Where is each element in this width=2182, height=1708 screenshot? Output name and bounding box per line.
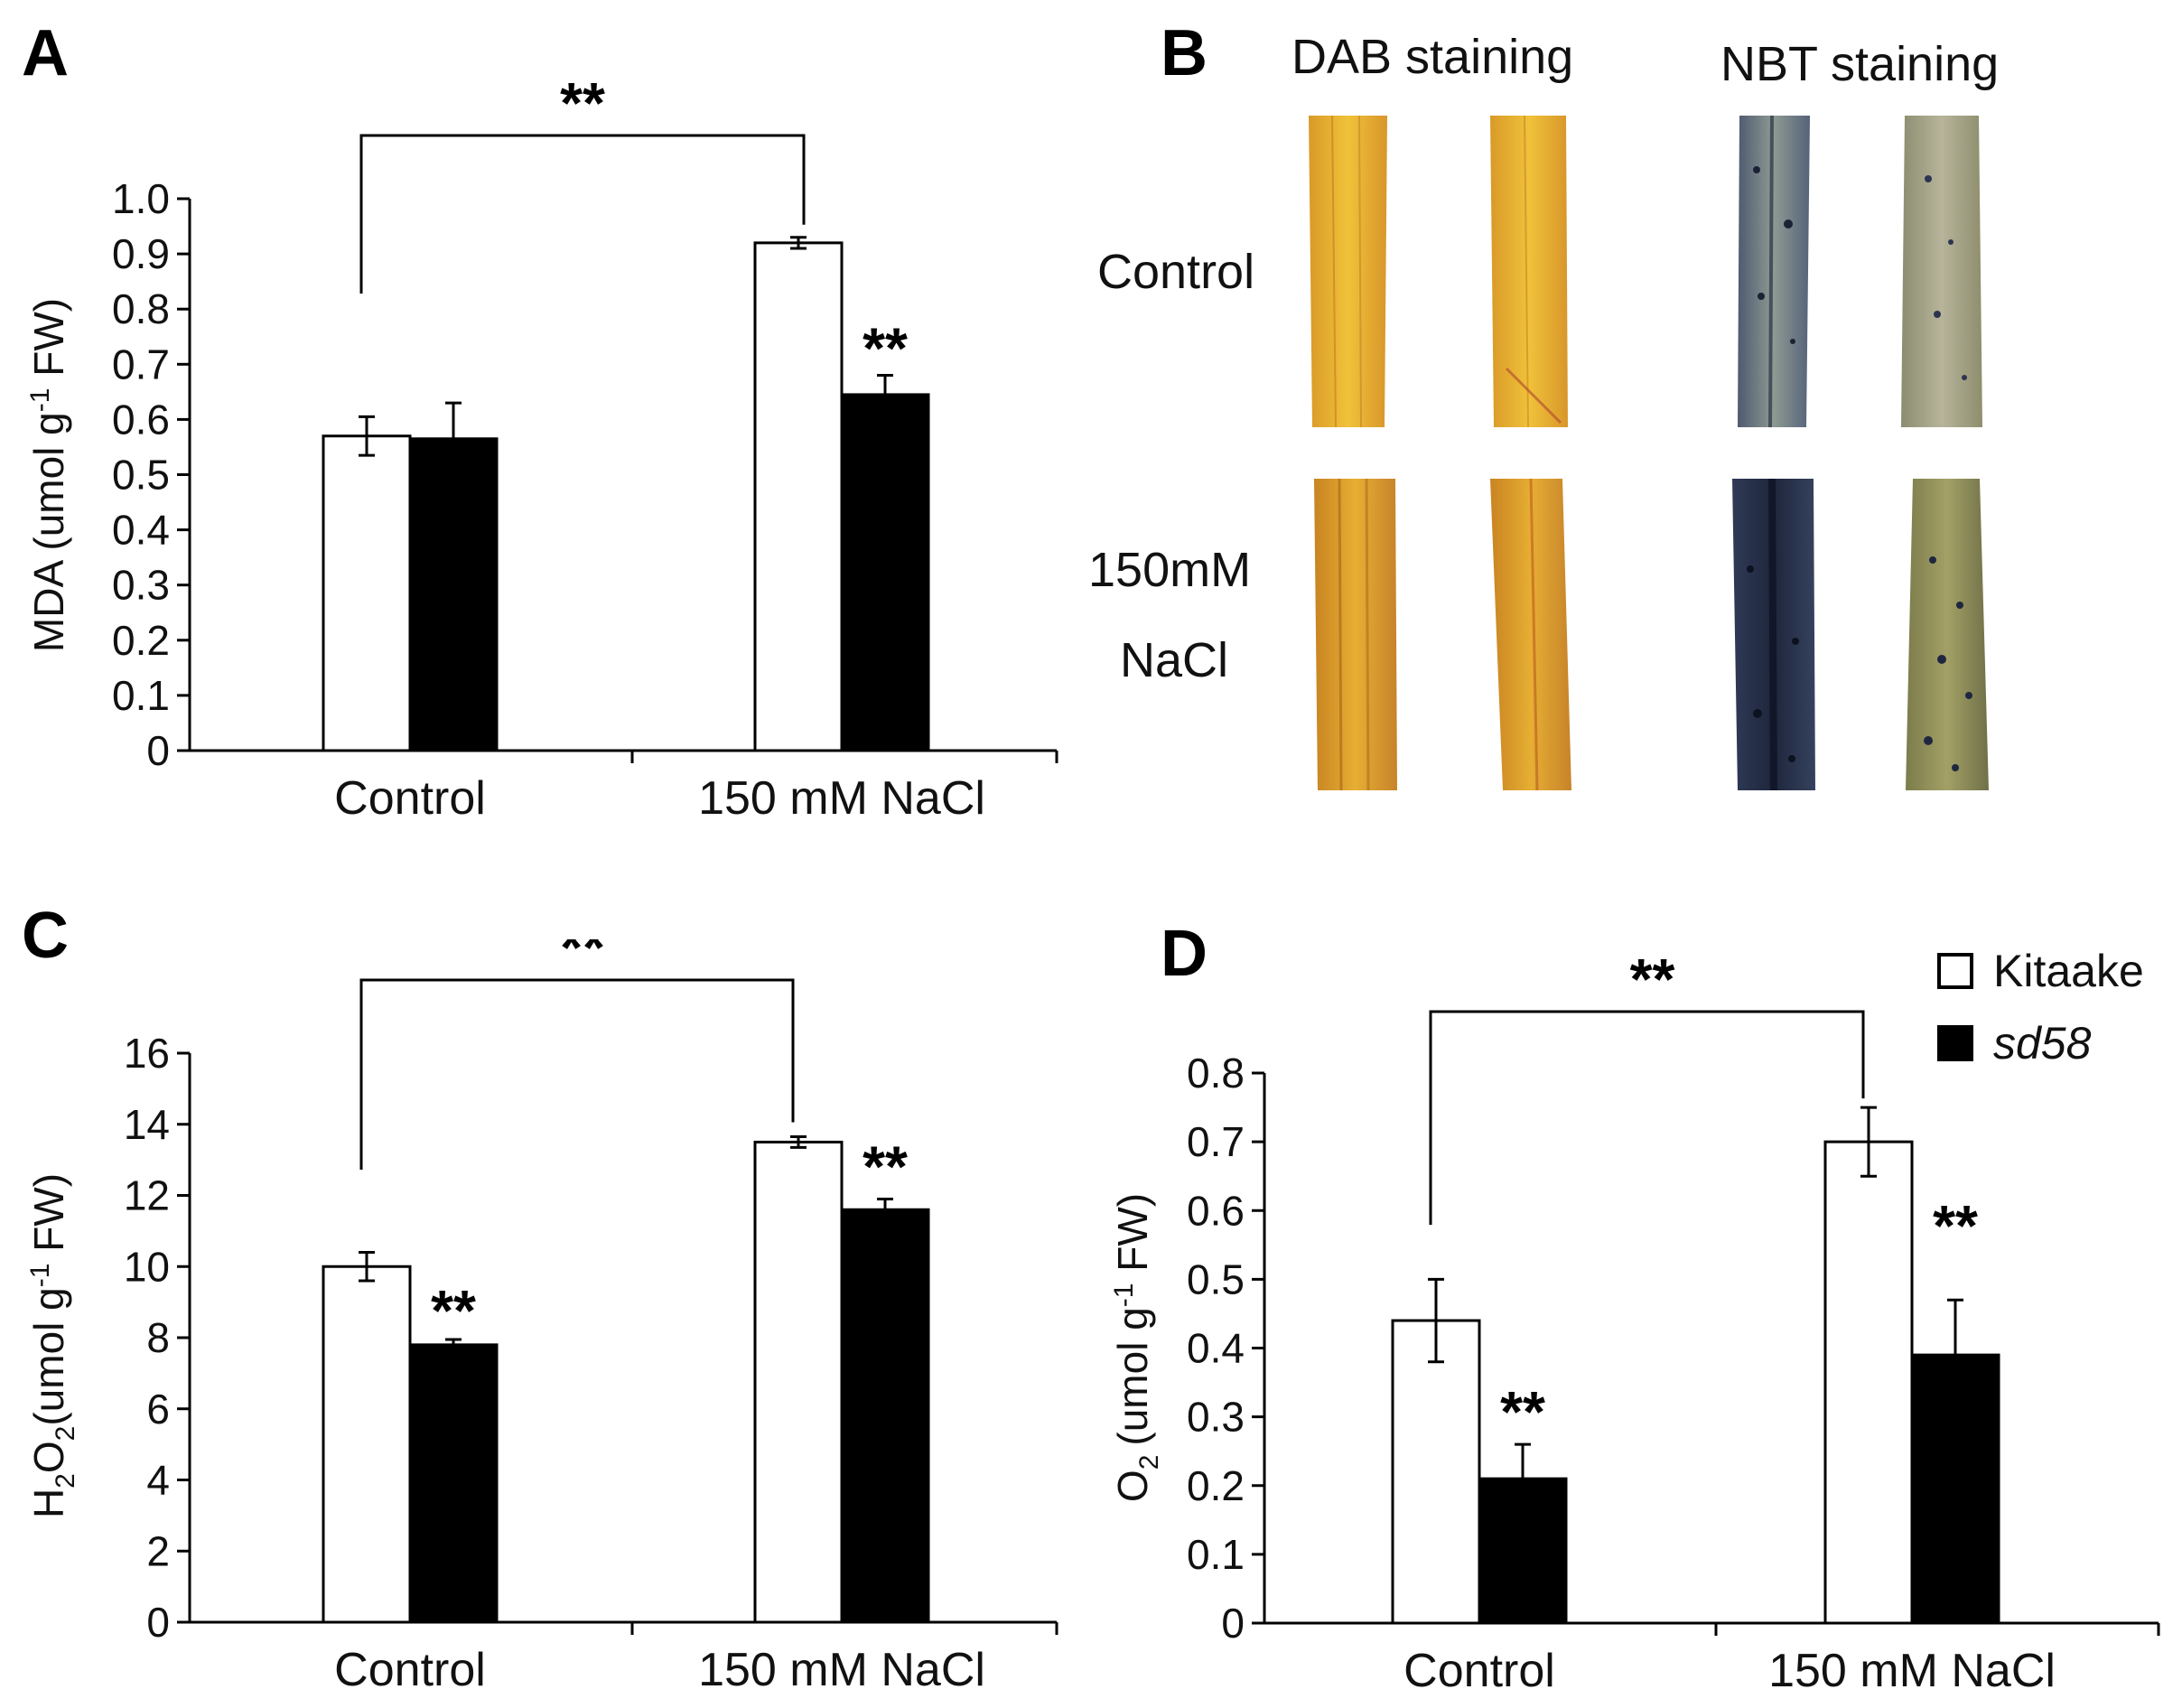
stain-header-nbt: NBT staining [1720,37,2000,91]
chart-a-category-label: Control [334,772,486,825]
chart-c-y-tick-label: 14 [124,1101,170,1148]
chart-a-bar-kitaake [322,434,412,752]
chart-superoxide: 0 0.1 0.2 0.3 0.4 0.5 0.6 0.7 0.8 Control 150 mM N… [1111,947,2160,1697]
chart-a-y-tick-label: 0.9 [112,230,170,277]
chart-a-y-tick-label: 0.7 [112,341,170,387]
chart-a-bar-sd58 [840,393,930,752]
chart-c-y-axis-label: H2O2(umol g-1 FW) [25,1173,80,1518]
chart-d-y-tick-label: 0.5 [1187,1255,1245,1302]
chart-c-significance-label: ** [560,939,605,980]
chart-d-y-tick-label: 0.4 [1187,1325,1245,1372]
chart-c-y-tick-label: 12 [124,1172,170,1219]
chart-a-y-tick-label: 0.1 [112,672,170,719]
chart-d-y-tick-label: 0.3 [1187,1394,1245,1441]
panel-label-a: A [22,17,69,89]
chart-d-bar-sd58 [1910,1353,2000,1625]
chart-c-y-tick-label: 4 [146,1457,170,1504]
legend-swatch-sd58 [1937,1025,1973,1061]
chart-d-bar-kitaake [1823,1140,1914,1625]
legend-label-kitaake: Kitaake [1993,946,2144,996]
chart-c-significance-bracket [359,978,795,1170]
leaf-dab-salt-kitaake [1314,479,1397,790]
chart-a-significance-label: ** [560,72,605,135]
panel-label-b: B [1161,17,1208,89]
chart-c-y-tick-label: 0 [146,1599,170,1646]
chart-a-y-tick-label: 0 [146,727,170,774]
chart-a-y-axis-label: MDA (umol g-1 FW) [25,298,72,652]
chart-d-significance-label: ** [1630,947,1675,1012]
chart-c-bar-sd58 [840,1208,930,1624]
leaf-nbt-salt-sd58 [1906,479,1989,790]
chart-d-significance-label: ** [1500,1379,1545,1444]
leaf-nbt-control-sd58 [1901,116,1982,427]
chart-a-bar-kitaake [753,241,844,752]
chart-a-y-tick-label: 0.8 [112,285,170,332]
chart-d-significance-bracket [1429,1010,1865,1225]
chart-c-y-tick-label: 2 [146,1527,170,1574]
chart-d-significance-label: ** [1933,1193,1978,1258]
chart-mda: 0 0.1 0.2 0.3 0.4 0.5 0.6 0.7 0.8 0.9 1.0 Control 15… [25,72,1058,825]
chart-d-y-tick-label: 0.1 [1187,1531,1245,1578]
chart-a-y-tick-label: 0.5 [112,452,170,499]
chart-d-bar-kitaake [1391,1319,1481,1625]
legend-swatch-kitaake [1937,953,1973,989]
chart-d-y-tick-label: 0.6 [1187,1187,1245,1234]
leaf-dab-salt-sd58 [1490,479,1571,790]
chart-d-bar-sd58 [1478,1477,1568,1625]
chart-d-y-tick-label: 0.2 [1187,1462,1245,1509]
chart-a-y-tick-label: 0.6 [112,396,170,443]
leaf-dab-control-sd58 [1490,116,1568,427]
chart-c-bar-sd58 [408,1343,499,1624]
chart-c-y-tick-label: 16 [124,1030,170,1077]
chart-a-significance-label: ** [863,316,908,381]
chart-c-category-label: 150 mM NaCl [698,1644,985,1696]
chart-a-y-tick-label: 0.2 [112,617,170,664]
chart-c-category-label: Control [334,1644,486,1696]
leaf-nbt-salt-kitaake [1732,479,1815,790]
chart-d-category-label: 150 mM NaCl [1768,1645,2056,1697]
chart-c-significance-label: ** [863,1134,908,1199]
chart-d-y-tick-label: 0.7 [1187,1118,1245,1165]
chart-a-significance-bracket [359,134,806,294]
chart-a-y-tick-label: 1.0 [112,175,170,222]
chart-c-significance-label: ** [431,1278,476,1343]
chart-c-y-tick-label: 6 [146,1386,170,1433]
stain-row-control: Control [1097,245,1255,299]
chart-d-y-axis-label: O2-(umol g-1 FW) [1111,1193,1164,1502]
chart-c-bar-kitaake [322,1265,412,1624]
stain-row-salt-line1: 150mM [1088,543,1252,597]
chart-c-y-tick-label: 8 [146,1314,170,1361]
leaf-nbt-control-kitaake [1738,116,1810,427]
chart-a-bar-sd58 [408,437,499,752]
stain-row-salt-line2: NaCl [1120,633,1229,687]
panel-label-d: D [1161,918,1208,990]
leaf-dab-control-kitaake [1309,116,1387,427]
panel-label-c: C [22,900,69,972]
chart-a-y-tick-label: 0.4 [112,507,170,554]
stain-header-dab: DAB staining [1291,30,1574,84]
legend-item-kitaake: Kitaake [1937,935,2144,1007]
legend: Kitaake sd58 [1937,935,2144,1079]
chart-a-y-tick-label: 0.3 [112,562,170,609]
chart-a-category-label: 150 mM NaCl [698,772,985,825]
chart-d-y-tick-label: 0.8 [1187,1050,1245,1097]
chart-c-y-tick-label: 10 [124,1243,170,1290]
chart-h2o2: 0 2 4 6 8 10 12 14 16 Control 150 mM NaCl H2O2(umol… [25,939,1058,1696]
chart-c-bar-kitaake [753,1140,844,1624]
legend-label-sd58: sd58 [1993,1018,2092,1069]
chart-d-y-tick-label: 0 [1221,1600,1245,1647]
legend-item-sd58: sd58 [1937,1007,2144,1079]
chart-d-category-label: Control [1403,1645,1555,1697]
